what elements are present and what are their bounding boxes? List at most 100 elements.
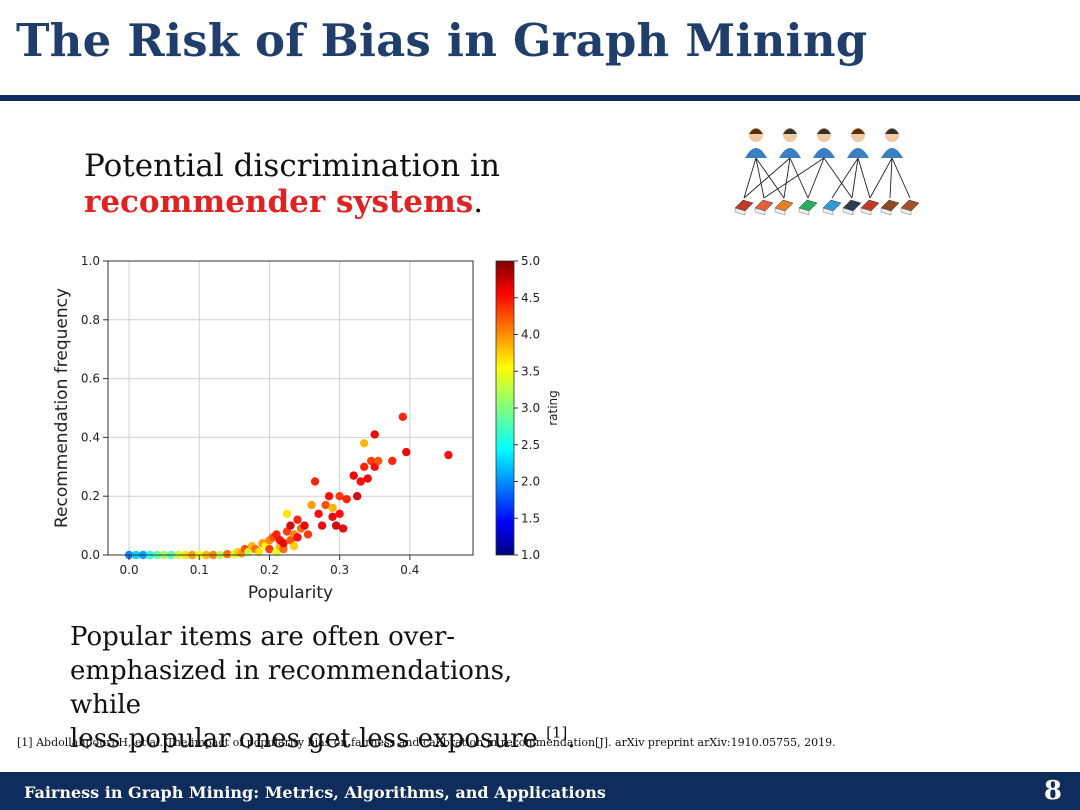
colorbar-tick-label: 1.0 (521, 548, 540, 562)
citation-marker[interactable]: [1] (546, 723, 568, 742)
slide-title: The Risk of Bias in Graph Mining (16, 14, 868, 67)
footer-title: Fairness in Graph Mining: Metrics, Algor… (24, 783, 606, 802)
user-male-icon (881, 128, 903, 158)
user-item-edge (807, 157, 825, 199)
data-point (335, 492, 344, 501)
book-icon (798, 199, 818, 216)
user-item-edge (755, 157, 765, 199)
intro-text: Potential discrimination in recommender … (84, 148, 500, 220)
scatter-chart: 0.0 0.1 0.2 0.3 0.4 0.0 0.2 0.4 0.6 0.8 1.0 Popul… (52, 254, 560, 603)
book-icon (754, 199, 774, 216)
colorbar-tick-label: 3.5 (521, 364, 540, 378)
x-tick-label: 0.0 (120, 563, 139, 577)
user-female-icon (847, 128, 869, 158)
data-point (300, 521, 309, 530)
data-point (289, 541, 299, 551)
y-tick-label: 0.0 (81, 548, 100, 562)
colorbar (495, 260, 515, 556)
colorbar-tick-label: 3.0 (521, 401, 540, 415)
user-item-edge (869, 157, 893, 199)
data-point (223, 549, 232, 559)
user-item-edge (755, 157, 785, 199)
caption-line: emphasized in recommendations, while (70, 656, 513, 720)
data-point (331, 521, 341, 530)
colorbar-tick-label: 4.0 (521, 328, 540, 342)
user-item-edge (743, 157, 791, 199)
user-item-illustration (734, 128, 920, 216)
data-point (307, 500, 316, 510)
chart-points (124, 412, 453, 560)
user-female-icon (745, 128, 767, 158)
data-point (282, 509, 292, 519)
title-divider (0, 95, 1080, 101)
y-tick-label: 0.4 (81, 430, 100, 444)
data-point (265, 544, 274, 554)
data-point (303, 530, 313, 539)
intro-line: Potential discrimination in (84, 148, 500, 184)
x-axis-label: Popularity (248, 583, 333, 603)
y-tick-label: 1.0 (81, 254, 100, 268)
user-item-edge (763, 157, 825, 199)
data-point (293, 515, 302, 524)
user-item-edge (851, 157, 859, 199)
colorbar-ticks: 1.0 1.5 2.0 2.5 3.0 3.5 4.0 4.5 5.0 (514, 254, 540, 562)
data-point (398, 412, 408, 422)
reference-note: [1] Abdollahpouri H, et al. The impact o… (17, 736, 836, 749)
user-item-edge (891, 157, 911, 199)
data-point (363, 474, 372, 483)
intro-line: recommender systems. (84, 184, 500, 220)
book-icon (860, 199, 880, 216)
y-tick-label: 0.6 (81, 372, 100, 386)
x-tick-label: 0.4 (400, 563, 419, 577)
colorbar-tick-label: 2.5 (521, 438, 540, 452)
x-tick-label: 0.3 (330, 563, 349, 577)
book-icon (900, 199, 920, 216)
data-point (342, 494, 351, 504)
plot-frame (107, 260, 474, 556)
y-tick-label: 0.2 (81, 489, 100, 503)
data-point (286, 521, 295, 530)
intro-period: . (473, 184, 484, 220)
user-item-edges (743, 157, 911, 199)
chart-grid (108, 260, 473, 556)
user-item-edge (823, 157, 853, 199)
data-point (360, 439, 369, 448)
data-point (279, 539, 288, 548)
data-point (254, 547, 264, 557)
y-axis-ticks: 0.0 0.2 0.4 0.6 0.8 1.0 (81, 254, 108, 562)
data-point (314, 509, 323, 519)
colorbar-tick-label: 4.5 (521, 291, 540, 305)
caption-line-text: less popular ones get less exposure (70, 724, 547, 754)
colorbar-tick-label: 5.0 (521, 254, 540, 268)
user-item-edge (889, 157, 893, 199)
colorbar-tick-label: 2.0 (521, 475, 540, 489)
book-icon (774, 199, 794, 216)
data-point (324, 492, 334, 501)
book-icon (822, 199, 842, 216)
y-tick-label: 0.8 (81, 313, 100, 327)
data-point (335, 509, 344, 519)
intro-highlight: recommender systems (84, 184, 474, 220)
x-axis-ticks: 0.0 0.1 0.2 0.3 0.4 (120, 555, 419, 577)
data-point (370, 430, 379, 439)
user-male-icon (813, 128, 835, 158)
caption-line: Popular items are often over- (70, 622, 456, 652)
y-axis-label: Recommendation frequency (52, 288, 72, 528)
data-point (349, 471, 358, 480)
data-point (338, 524, 348, 533)
data-point (328, 503, 337, 513)
data-point (374, 456, 383, 466)
user-item-edge (831, 157, 859, 199)
colorbar-tick-label: 1.5 (521, 511, 540, 525)
user-item-edge (743, 157, 757, 199)
data-point (356, 477, 365, 486)
data-point (360, 462, 369, 471)
footer-bar: Fairness in Graph Mining: Metrics, Algor… (0, 772, 1080, 810)
book-icon (734, 199, 754, 216)
item-icons (734, 199, 920, 216)
caption-end: . (567, 724, 576, 754)
user-icons (745, 128, 903, 158)
user-male-icon (779, 128, 801, 158)
book-icon (842, 199, 862, 216)
caption-text: Popular items are often over- emphasized… (70, 620, 590, 756)
